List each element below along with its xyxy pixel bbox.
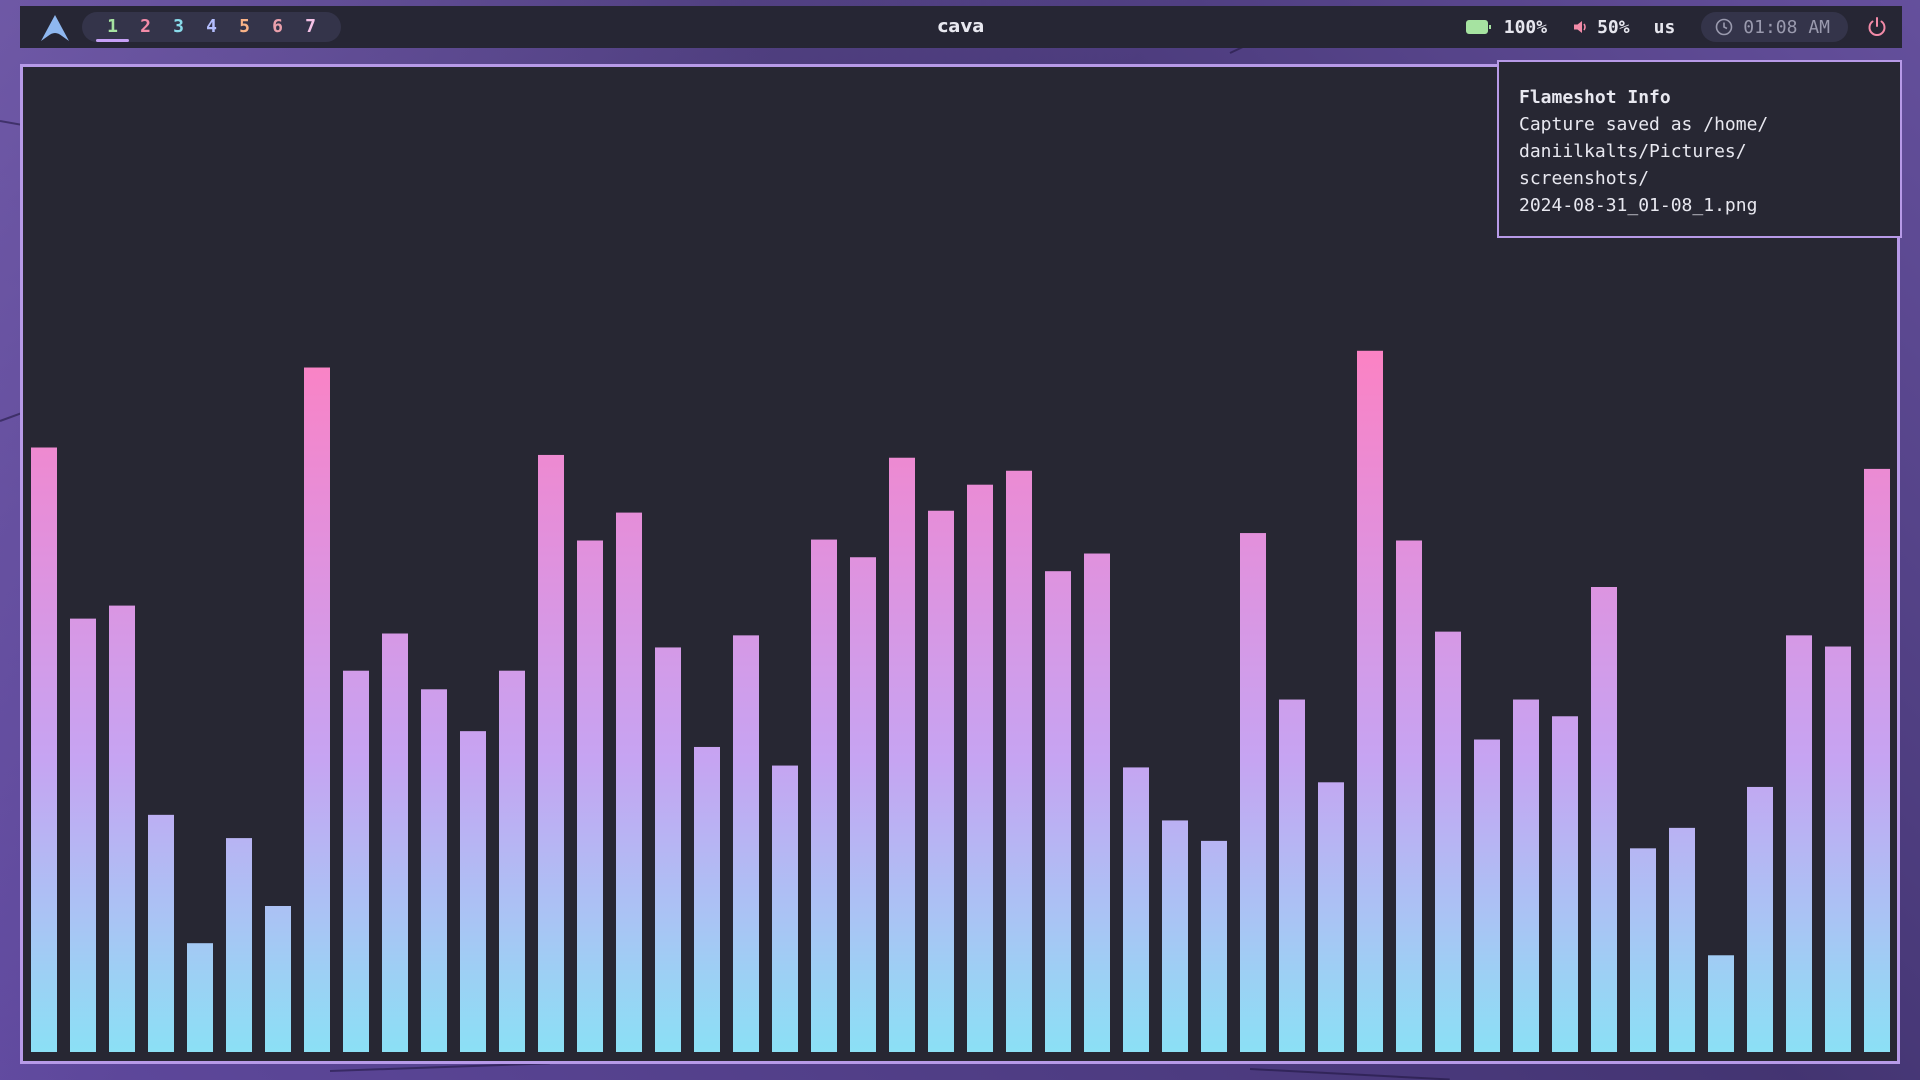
visualizer-bar bbox=[850, 557, 876, 1052]
visualizer-bar bbox=[1162, 820, 1188, 1052]
visualizer-bar bbox=[460, 731, 486, 1052]
visualizer-bar bbox=[1513, 699, 1539, 1052]
clock-time: 01:08 AM bbox=[1743, 16, 1830, 38]
visualizer-bar bbox=[1669, 827, 1695, 1052]
visualizer-bar bbox=[694, 746, 720, 1052]
visualizer-bar bbox=[1045, 571, 1071, 1052]
visualizer-bar bbox=[1591, 587, 1617, 1052]
visualizer-bar bbox=[772, 765, 798, 1052]
visualizer-bar bbox=[1279, 699, 1305, 1052]
visualizer-bar bbox=[1006, 470, 1032, 1052]
visualizer-bar bbox=[616, 512, 642, 1052]
workspace-2[interactable]: 2 bbox=[140, 16, 151, 37]
visualizer-bar bbox=[265, 905, 291, 1052]
visualizer-bar bbox=[811, 539, 837, 1052]
visualizer-bar bbox=[1747, 786, 1773, 1052]
visualizer-bar bbox=[1825, 646, 1851, 1052]
notification-body: Capture saved as /home/ daniilkalts/Pict… bbox=[1519, 114, 1769, 216]
visualizer-bar bbox=[1864, 468, 1890, 1052]
battery-icon bbox=[1465, 20, 1491, 34]
clock[interactable]: 01:08 AM bbox=[1701, 12, 1848, 42]
visualizer-bar bbox=[1435, 631, 1461, 1052]
visualizer-bar bbox=[148, 814, 174, 1052]
keyboard-layout[interactable]: us bbox=[1653, 16, 1676, 38]
visualizer-bar bbox=[343, 670, 369, 1052]
visualizer-bar bbox=[1357, 350, 1383, 1052]
visualizer-bar bbox=[655, 647, 681, 1052]
visualizer-bar bbox=[928, 510, 954, 1052]
visualizer-bar bbox=[1552, 716, 1578, 1052]
visualizer-bar bbox=[1123, 767, 1149, 1052]
visualizer-bar bbox=[382, 633, 408, 1052]
visualizer-bar bbox=[109, 605, 135, 1052]
visualizer-bar bbox=[421, 689, 447, 1052]
volume-icon[interactable] bbox=[1573, 19, 1589, 35]
workspace-3[interactable]: 3 bbox=[173, 16, 184, 37]
visualizer-bar bbox=[538, 454, 564, 1052]
arch-logo-icon[interactable] bbox=[40, 14, 70, 42]
notification-title: Flameshot Info bbox=[1519, 87, 1671, 108]
visualizer-bar bbox=[1318, 782, 1344, 1052]
visualizer-bar bbox=[70, 618, 96, 1052]
workspace-7[interactable]: 7 bbox=[305, 16, 316, 37]
visualizer-bar bbox=[1474, 739, 1500, 1052]
visualizer-bar bbox=[1084, 553, 1110, 1052]
visualizer-bar bbox=[1201, 840, 1227, 1052]
workspace-1[interactable]: 1 bbox=[96, 12, 129, 42]
visualizer-bar bbox=[499, 670, 525, 1052]
visualizer-bar bbox=[1708, 955, 1734, 1052]
status-area: 100% 50% us 01:08 AM bbox=[1465, 6, 1888, 48]
visualizer-bar bbox=[31, 447, 57, 1052]
workspace-5[interactable]: 5 bbox=[239, 16, 250, 37]
wallpaper-stroke bbox=[1249, 1068, 1450, 1080]
visualizer-bar bbox=[577, 540, 603, 1052]
visualizer-bar bbox=[1240, 533, 1266, 1052]
visualizer-bar bbox=[1786, 635, 1812, 1052]
visualizer-bar bbox=[889, 457, 915, 1053]
workspace-6[interactable]: 6 bbox=[272, 16, 283, 37]
visualizer-bar bbox=[226, 838, 252, 1052]
visualizer-bar bbox=[187, 943, 213, 1052]
clock-icon bbox=[1715, 18, 1733, 36]
power-icon[interactable] bbox=[1866, 16, 1888, 38]
visualizer-bar bbox=[304, 367, 330, 1052]
battery-percentage: 100% bbox=[1503, 16, 1548, 38]
volume-percentage[interactable]: 50% bbox=[1597, 16, 1630, 38]
visualizer-bar bbox=[733, 635, 759, 1052]
audio-visualizer bbox=[31, 350, 1890, 1053]
visualizer-bar bbox=[1396, 540, 1422, 1052]
visualizer-bar bbox=[967, 484, 993, 1052]
flameshot-notification[interactable]: Flameshot Info Capture saved as /home/ d… bbox=[1497, 60, 1902, 238]
visualizer-bar bbox=[1630, 848, 1656, 1052]
workspace-4[interactable]: 4 bbox=[206, 16, 217, 37]
